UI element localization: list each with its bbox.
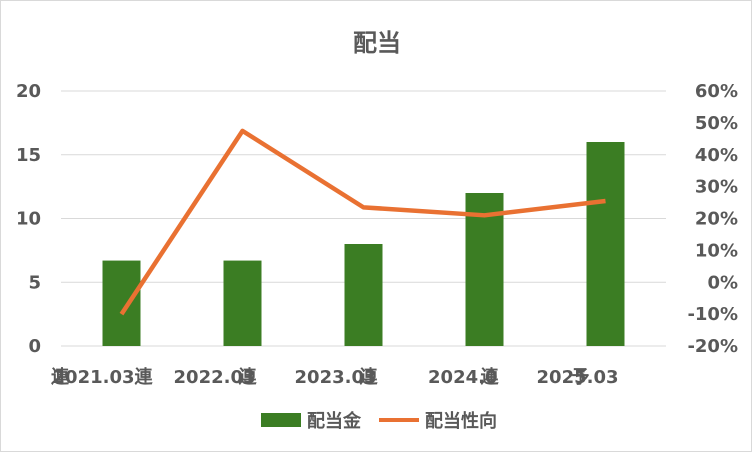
legend-label-line: 配当性向 xyxy=(425,410,497,432)
right-tick-label: 40% xyxy=(695,145,738,166)
legend-swatch-bar xyxy=(261,413,301,427)
right-tick-label: -20% xyxy=(687,336,738,357)
legend-label-bar: 配当金 xyxy=(307,410,362,432)
left-tick-label: 10 xyxy=(16,209,41,230)
right-tick-label: 50% xyxy=(695,113,738,134)
x-tick-suffix-label: 連 xyxy=(481,366,500,388)
x-tick-suffix-label: 連 xyxy=(360,366,379,388)
x-tick-suffix-label: 予 xyxy=(572,367,590,388)
right-axis-ticks: -20% -10% 0% 10% 20% 30% 40% 50% 60% xyxy=(687,81,738,357)
left-axis-ticks: 0 5 10 15 20 xyxy=(16,81,41,357)
legend: 配当金 配当性向 xyxy=(261,410,497,432)
right-tick-label: 30% xyxy=(695,177,738,198)
right-tick-label: 10% xyxy=(695,240,738,261)
bar xyxy=(345,244,383,346)
left-tick-label: 0 xyxy=(28,336,41,357)
left-tick-label: 15 xyxy=(16,145,41,166)
left-tick-label: 5 xyxy=(28,272,41,293)
right-tick-label: 60% xyxy=(695,81,738,102)
bar xyxy=(224,261,262,346)
bar xyxy=(587,142,625,346)
x-tick-label: 2021.03 xyxy=(53,367,135,388)
bar xyxy=(103,261,141,346)
bar-series xyxy=(103,142,625,346)
x-tick-suffix-label: 連 xyxy=(135,366,154,388)
right-tick-label: -10% xyxy=(687,304,738,325)
right-tick-label: 20% xyxy=(695,209,738,230)
right-tick-label: 0% xyxy=(707,272,738,293)
x-tick-suffix-label: 連 xyxy=(239,366,258,388)
chart-title: 配当 xyxy=(353,29,401,57)
left-tick-label: 20 xyxy=(16,81,41,102)
